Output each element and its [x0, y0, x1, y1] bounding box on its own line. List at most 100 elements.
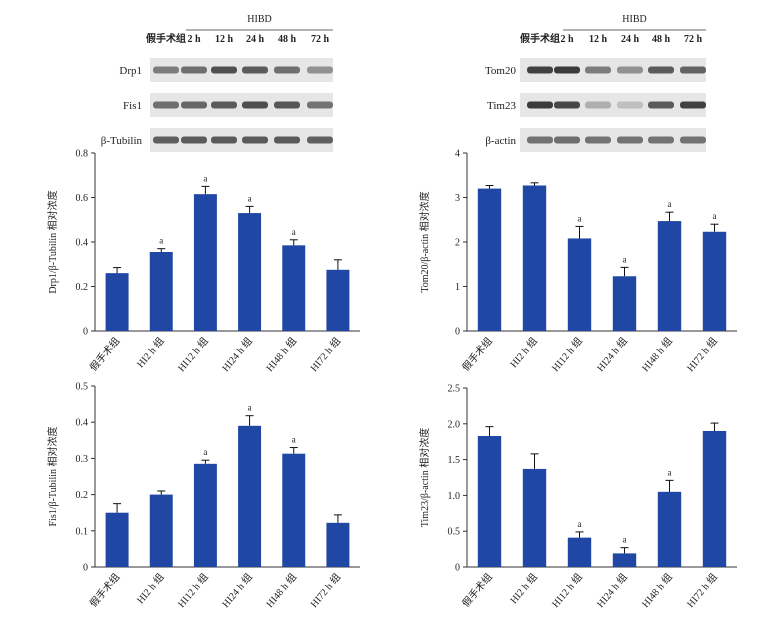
y-tick-label: 1 [455, 282, 460, 293]
blot-lane-label: 72 h [311, 34, 330, 45]
significance-label: a [578, 519, 582, 529]
x-category-label: 假手术组 [87, 571, 123, 610]
blot-row-label: Tom20 [485, 65, 517, 77]
y-tick-label: 0 [455, 327, 460, 338]
significance-label: a [713, 211, 717, 221]
blot-band [585, 101, 611, 109]
x-category-label: HI24 h 组 [594, 571, 630, 610]
blot-lane-label: 48 h [652, 34, 671, 45]
bar [238, 425, 262, 567]
bar [238, 213, 262, 331]
y-tick-label: 3 [455, 193, 460, 204]
y-tick-label: 0.5 [76, 382, 89, 393]
y-tick-label: 1.5 [448, 455, 461, 466]
x-category-label: HI2 h 组 [134, 335, 167, 371]
y-tick-label: 0.5 [448, 527, 461, 538]
blot-row-label: β-Tubilin [101, 135, 143, 147]
blot-lane-label: 假手术组 [520, 32, 560, 45]
blot-band [211, 136, 237, 144]
blot-band [307, 66, 333, 74]
blot-band [527, 101, 553, 109]
blot-band [585, 136, 611, 144]
blot-band [648, 136, 674, 144]
blot-band [680, 136, 706, 144]
x-category-label: HI72 h 组 [307, 571, 343, 610]
y-tick-label: 0.3 [76, 454, 89, 465]
significance-label: a [248, 403, 252, 413]
bar [193, 463, 217, 567]
significance-label: a [668, 199, 672, 209]
blot-row-label: Fis1 [123, 100, 142, 112]
significance-label: a [203, 447, 207, 457]
x-category-label: HI12 h 组 [549, 335, 585, 374]
significance-label: a [292, 227, 296, 237]
blot-group-header: HIBD [247, 14, 271, 25]
bar [612, 553, 637, 567]
blot-membrane-strip [150, 58, 333, 82]
y-tick-label: 0 [83, 563, 88, 574]
blot-lane-label: 72 h [684, 34, 703, 45]
blot-lane-label: 24 h [246, 34, 265, 45]
bar [477, 188, 502, 331]
x-category-label: HI72 h 组 [307, 335, 343, 374]
blot-band [242, 136, 268, 144]
x-category-label: HI72 h 组 [684, 335, 720, 374]
x-category-label: HI2 h 组 [507, 571, 540, 607]
y-tick-label: 2.0 [448, 419, 461, 430]
bar [612, 276, 637, 331]
y-tick-label: 0.2 [76, 490, 89, 501]
y-tick-label: 0.1 [76, 526, 89, 537]
blot-band [554, 136, 580, 144]
significance-label: a [248, 193, 252, 203]
blot-band [274, 136, 300, 144]
blot-band [211, 101, 237, 109]
bar [567, 238, 592, 331]
bar [657, 491, 682, 567]
blot-band [274, 66, 300, 74]
blot-lane-label: 假手术组 [146, 32, 186, 45]
blot-band [680, 101, 706, 109]
bar [193, 194, 217, 331]
significance-label: a [292, 435, 296, 445]
blot-lane-label: 12 h [589, 34, 608, 45]
blot-band [680, 66, 706, 74]
blot-band [307, 136, 333, 144]
western-blot-right: HIBD 假手术组 2 h 12 h 24 h 48 h 72 h Tom20 Tim23 β-a… [485, 14, 706, 152]
bar [522, 185, 547, 331]
x-category-label: HI48 h 组 [263, 335, 299, 374]
blot-band [181, 66, 207, 74]
bar [657, 221, 682, 331]
x-category-label: HI24 h 组 [219, 335, 255, 374]
significance-label: a [623, 535, 627, 545]
blot-band [617, 101, 643, 109]
bar [282, 245, 306, 331]
bar [477, 435, 502, 567]
blot-band [527, 136, 553, 144]
y-tick-label: 0.4 [76, 418, 89, 429]
x-category-label: HI2 h 组 [134, 571, 167, 607]
x-category-label: HI2 h 组 [507, 335, 540, 371]
blot-band [617, 136, 643, 144]
blot-membrane-strip [150, 93, 333, 117]
x-category-label: 假手术组 [87, 335, 123, 374]
western-blot-left: HIBD 假手术组 2 h 12 h 24 h 48 h 72 h Drp1 Fis1 β-Tub… [101, 14, 333, 152]
bar [149, 494, 173, 567]
blot-band [181, 101, 207, 109]
blot-lane-label: 2 h [560, 34, 574, 45]
significance-label: a [159, 236, 163, 246]
x-category-label: HI48 h 组 [263, 571, 299, 610]
blot-band [242, 66, 268, 74]
y-tick-label: 0 [83, 327, 88, 338]
blot-band [554, 101, 580, 109]
y-tick-label: 1.0 [448, 491, 461, 502]
bar [522, 468, 547, 567]
significance-label: a [668, 467, 672, 477]
x-category-label: 假手术组 [459, 571, 495, 610]
y-tick-label: 0 [455, 563, 460, 574]
y-axis-title: Drp1/β-Tubilin 相对浓度 [46, 190, 59, 293]
bar [567, 537, 592, 567]
